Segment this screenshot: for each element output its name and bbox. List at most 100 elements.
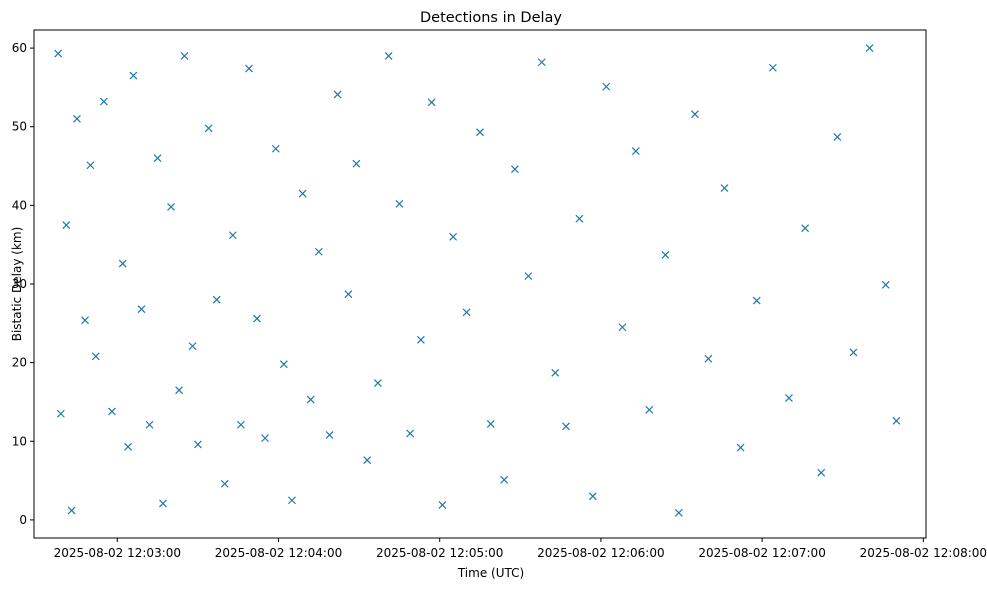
data-point: [476, 128, 484, 137]
data-point: [344, 290, 353, 299]
data-point: [153, 154, 162, 163]
data-point: [427, 98, 436, 107]
y-tick-label: 40: [12, 198, 27, 212]
data-point: [438, 501, 447, 509]
data-point: [537, 58, 546, 67]
data-point: [691, 110, 699, 119]
data-point: [288, 496, 296, 505]
data-point: [91, 352, 100, 361]
data-point: [298, 189, 307, 198]
data-point: [180, 52, 189, 60]
data-point: [193, 440, 202, 449]
data-point: [801, 224, 810, 233]
data-point: [54, 49, 63, 58]
data-point: [720, 184, 729, 192]
plot-frame: [33, 29, 927, 539]
data-point: [551, 368, 560, 377]
data-point: [562, 422, 570, 431]
data-point: [325, 431, 334, 439]
data-point: [892, 416, 901, 425]
data-point: [99, 97, 108, 106]
data-point: [56, 409, 65, 418]
data-point: [602, 82, 611, 91]
data-point: [575, 214, 584, 223]
data-point: [167, 203, 175, 211]
y-tick-label: 50: [12, 120, 27, 134]
data-point: [416, 335, 425, 344]
data-point: [588, 492, 597, 501]
y-tick-label: 0: [19, 513, 27, 527]
data-point: [704, 354, 713, 363]
data-point: [631, 147, 640, 156]
data-point: [137, 305, 146, 314]
x-axis-ticks: 2025-08-02 12:03:00 2025-08-02 12:04:00 20…: [54, 538, 987, 560]
data-point: [261, 434, 269, 443]
data-point: [271, 144, 280, 153]
data-point: [188, 342, 197, 351]
data-point: [245, 64, 253, 73]
data-point: [129, 71, 138, 80]
y-tick-label: 60: [12, 41, 27, 55]
y-tick-label: 10: [12, 434, 27, 448]
x-tick-label: 2025-08-02 12:04:00: [215, 546, 342, 560]
data-point: [833, 133, 842, 141]
x-tick-label: 2025-08-02 12:03:00: [54, 546, 181, 560]
data-point: [118, 259, 127, 268]
data-point: [62, 221, 71, 229]
data-point: [73, 114, 81, 123]
data-point: [511, 165, 519, 174]
data-point: [159, 499, 167, 508]
data-point: [352, 159, 361, 168]
data-point: [768, 63, 777, 72]
data-point: [384, 52, 393, 60]
data-point: [736, 443, 745, 452]
chart-title: Detections in Delay: [420, 10, 562, 26]
data-point: [462, 308, 471, 317]
data-point: [661, 250, 670, 259]
data-point: [124, 442, 132, 451]
data-point: [107, 407, 116, 416]
data-point: [253, 314, 261, 323]
data-point: [524, 272, 533, 281]
data-points: [54, 44, 901, 517]
x-tick-label: 2025-08-02 12:07:00: [698, 546, 825, 560]
data-point: [752, 296, 761, 305]
x-tick-label: 2025-08-02 12:08:00: [860, 546, 987, 560]
data-point: [279, 360, 288, 369]
data-point: [500, 475, 509, 484]
data-point: [817, 468, 826, 477]
data-point: [314, 247, 323, 256]
x-tick-label: 2025-08-02 12:05:00: [376, 546, 503, 560]
data-point: [228, 231, 237, 240]
data-point: [212, 295, 221, 304]
data-point: [204, 124, 213, 133]
y-tick-label: 30: [12, 277, 27, 291]
data-point: [236, 420, 245, 429]
y-axis-ticks: 0 10 20 30 40 50 60: [12, 41, 34, 527]
x-axis-label: Time (UTC): [457, 566, 524, 580]
data-point: [881, 280, 890, 289]
data-point: [67, 506, 76, 515]
data-point: [849, 348, 858, 357]
data-point: [81, 316, 89, 325]
data-point: [406, 429, 415, 438]
data-point: [785, 394, 793, 402]
y-tick-label: 20: [12, 356, 27, 370]
data-point: [865, 44, 874, 53]
data-point: [333, 90, 342, 99]
data-point: [220, 479, 229, 488]
x-tick-label: 2025-08-02 12:06:00: [537, 546, 664, 560]
data-point: [449, 232, 458, 241]
data-point: [86, 161, 95, 170]
data-point: [363, 456, 372, 465]
data-point: [373, 379, 382, 388]
data-point: [145, 420, 154, 429]
data-point: [674, 508, 683, 517]
data-point: [486, 420, 495, 428]
y-axis-label: Bistatic Delay (km): [10, 227, 24, 342]
data-point: [395, 199, 404, 208]
data-point: [618, 323, 627, 332]
data-point: [175, 386, 184, 395]
